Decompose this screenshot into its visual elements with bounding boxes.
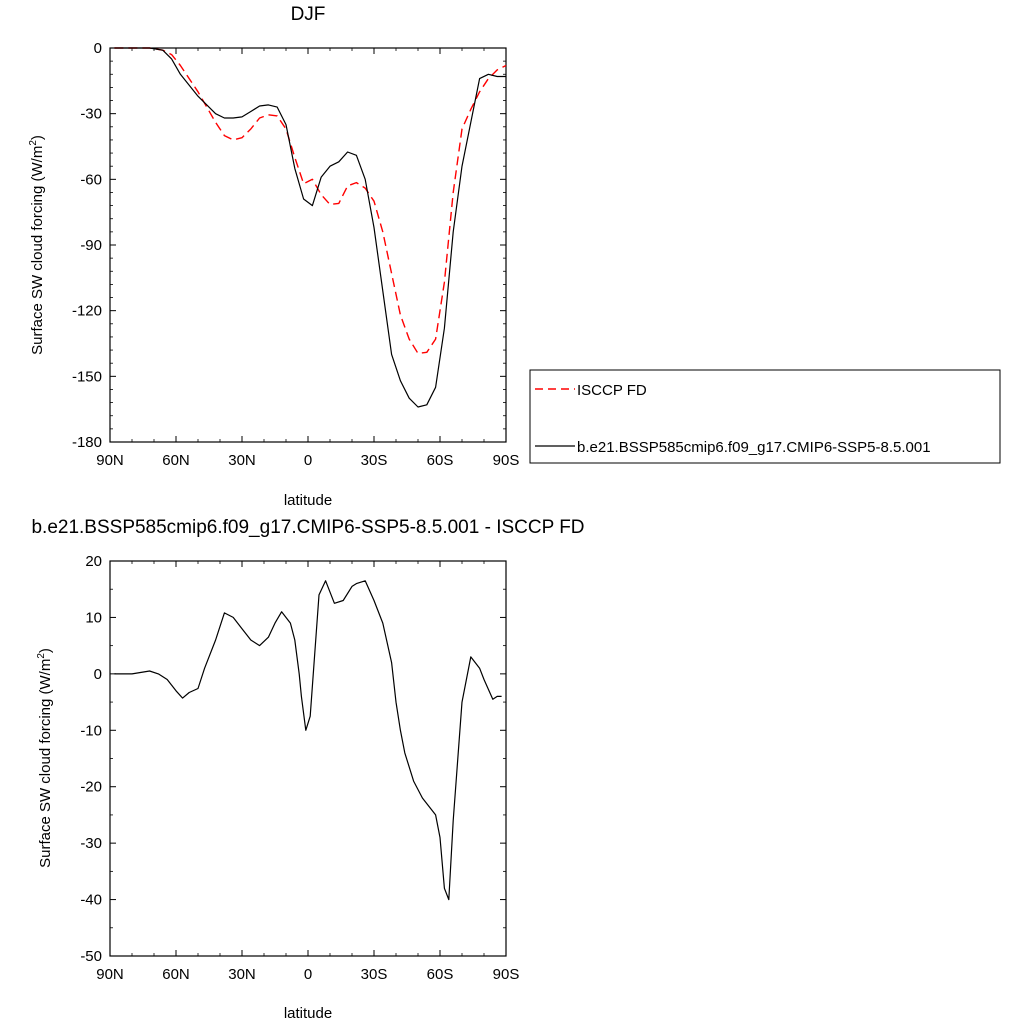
top-series-layer	[114, 47, 507, 408]
bottom-plot-frame	[109, 560, 507, 957]
top-series-line-1	[114, 47, 506, 408]
top-y-tick-label: -90	[80, 237, 102, 254]
top-chart-title: DJF	[291, 4, 326, 25]
bottom-y-axis-label: Surface SW cloud forcing (W/m2)	[36, 648, 54, 868]
top-y-tick-label: -150	[72, 368, 102, 385]
top-x-axis-label: latitude	[284, 492, 332, 509]
bottom-chart-title: b.e21.BSSP585cmip6.f09_g17.CMIP6-SSP5-8.…	[31, 517, 584, 538]
bottom-y-tick-label: 20	[85, 553, 102, 570]
top-y-tick-label: 0	[94, 40, 102, 57]
bottom-x-axis-label: latitude	[284, 1005, 332, 1022]
legend-label-isccp: ISCCP FD	[577, 382, 647, 399]
legend-label-model: b.e21.BSSP585cmip6.f09_g17.CMIP6-SSP5-8.…	[577, 439, 931, 456]
bottom-x-tick-label: 90N	[96, 966, 124, 983]
top-plot-frame	[109, 47, 507, 443]
bottom-x-tick-label: 30N	[228, 966, 256, 983]
bottom-y-tick-label: -40	[80, 892, 102, 909]
bottom-series-layer	[114, 580, 502, 901]
legend-frame	[529, 369, 1001, 464]
top-x-tick-label: 60S	[427, 452, 454, 469]
bottom-y-axis: 20 10 0 -10 -20 -30 -40 -50	[80, 553, 506, 965]
bottom-y-tick-label: -10	[80, 722, 102, 739]
top-legend: ISCCP FD b.e21.BSSP585cmip6.f09_g17.CMIP…	[529, 369, 1001, 464]
top-y-tick-label: -120	[72, 303, 102, 320]
top-x-tick-label: 90S	[493, 452, 520, 469]
top-x-tick-label: 30S	[361, 452, 388, 469]
bottom-x-tick-label: 0	[304, 966, 312, 983]
bottom-x-tick-label: 30S	[361, 966, 388, 983]
top-y-tick-label: -180	[72, 434, 102, 451]
top-x-tick-label: 60N	[162, 452, 190, 469]
top-y-tick-label: -60	[80, 171, 102, 188]
bottom-y-tick-label: 10	[85, 609, 102, 626]
bottom-y-tick-label: -50	[80, 948, 102, 965]
top-x-tick-label: 90N	[96, 452, 124, 469]
bottom-x-tick-label: 60S	[427, 966, 454, 983]
top-x-tick-label: 0	[304, 452, 312, 469]
top-series-line-0	[114, 47, 507, 355]
top-x-axis: 90N 60N 30N 0 30S 60S 90S	[96, 48, 519, 469]
bottom-x-axis: 90N 60N 30N 0 30S 60S 90S	[96, 561, 519, 983]
bottom-y-tick-label: -30	[80, 835, 102, 852]
bottom-x-tick-label: 60N	[162, 966, 190, 983]
bottom-series-line-0	[114, 580, 502, 901]
top-y-axis: 0 -30 -60 -90 -120 -150 -180	[72, 40, 506, 451]
top-x-tick-label: 30N	[228, 452, 256, 469]
bottom-chart: b.e21.BSSP585cmip6.f09_g17.CMIP6-SSP5-8.…	[31, 517, 584, 1022]
bottom-y-tick-label: 0	[94, 666, 102, 683]
top-y-axis-label: Surface SW cloud forcing (W/m2)	[28, 135, 46, 355]
top-chart: DJF 90N 60N 30N 0 30S 60S 90S 0 -30 -60 -90 -120 -1…	[28, 4, 1001, 509]
top-y-tick-label: -30	[80, 106, 102, 123]
bottom-x-tick-label: 90S	[493, 966, 520, 983]
bottom-y-tick-label: -20	[80, 779, 102, 796]
